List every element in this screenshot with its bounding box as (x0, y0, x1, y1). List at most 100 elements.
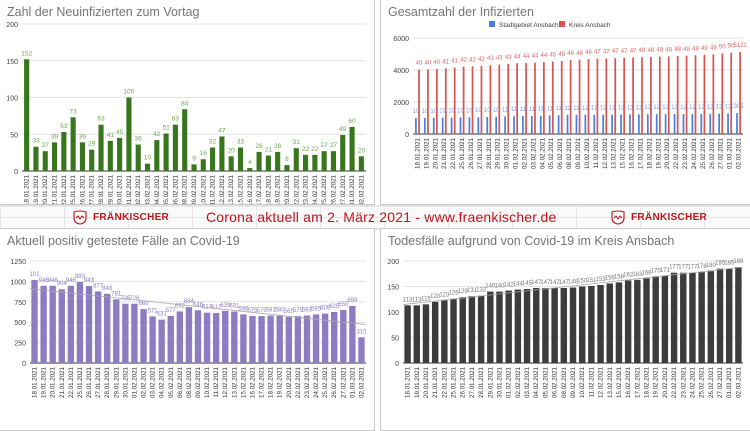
x-tick-label: 02.03.2021 (358, 174, 365, 205)
bar (670, 272, 678, 363)
x-tick-label: 26.02.2021 (708, 366, 715, 398)
x-tick-label: 27.02.2021 (340, 174, 347, 205)
y-tick-label: 50 (10, 132, 18, 139)
data-label: 595 (311, 306, 322, 312)
data-label: 129 (458, 289, 469, 295)
data-label: 156 (605, 275, 616, 281)
bar (530, 115, 533, 134)
bar (691, 113, 694, 134)
bar (312, 314, 320, 363)
bar (462, 66, 465, 134)
data-label: 47 (630, 49, 637, 55)
x-tick-label: 27.01.2021 (477, 137, 484, 169)
x-tick-label: 04.02.2021 (159, 366, 166, 398)
x-tick-label: 16.02.2021 (629, 137, 636, 169)
x-tick-label: 16.02.2021 (247, 174, 254, 205)
x-tick-label: 01.03.2021 (727, 137, 734, 169)
data-label: 113 (412, 297, 422, 303)
bar (450, 117, 453, 134)
data-label: 41 (442, 59, 449, 65)
data-label: 29 (88, 141, 96, 148)
bar (285, 316, 292, 363)
data-label: 9 (192, 155, 196, 162)
data-label: 11 (511, 107, 518, 113)
bar (312, 154, 318, 171)
chart-title: Gesamtzahl der Infizierten (388, 5, 534, 19)
y-tick-label: 250 (14, 341, 26, 348)
bar (487, 291, 494, 363)
bar (191, 164, 197, 171)
x-tick-label: 03.02.2021 (530, 137, 537, 169)
x-tick-label: 26.01.2021 (468, 137, 475, 169)
data-label: 12 (582, 106, 589, 112)
x-tick-label: 19.01.2021 (41, 366, 48, 398)
data-label: 47 (594, 50, 601, 56)
bar (703, 54, 706, 134)
brand-logo[interactable]: FRÄNKISCHER (72, 210, 169, 225)
x-tick-label: 01.03.2021 (349, 174, 356, 205)
bar (569, 60, 572, 134)
bar (680, 272, 687, 363)
brand-logo[interactable]: FRÄNKISCHER (610, 210, 707, 225)
bar (539, 115, 542, 134)
data-label: 40 (416, 61, 423, 67)
x-tick-label: 20.02.2021 (664, 137, 671, 169)
x-tick-label: 28.01.2021 (104, 366, 111, 398)
bar (349, 126, 355, 171)
bar (104, 293, 111, 363)
crest-icon (73, 210, 87, 225)
x-tick-label: 02.02.2021 (521, 137, 528, 169)
data-label: 11 (547, 106, 554, 112)
data-label: 60 (348, 118, 356, 125)
data-label: 12 (662, 105, 669, 111)
data-label: 575 (247, 308, 258, 314)
bar (459, 297, 466, 363)
data-label: 12 (653, 105, 660, 111)
data-label: 583 (302, 307, 313, 313)
bar (422, 304, 430, 363)
data-label: 166 (642, 270, 653, 276)
data-label: 39 (79, 133, 87, 140)
data-label: 158 (614, 274, 625, 280)
bar (194, 310, 202, 363)
data-label: 51 (162, 125, 170, 132)
data-label: 40 (425, 60, 432, 66)
x-tick-label: 22.02.2021 (671, 366, 678, 398)
data-label: 41 (451, 59, 458, 65)
data-label: 20 (358, 147, 366, 154)
x-tick-label: 13.02.2021 (228, 174, 235, 205)
data-label: 44 (541, 53, 548, 59)
data-label: 50 (719, 45, 726, 51)
bar (31, 279, 38, 363)
data-label: 612 (211, 305, 222, 311)
bar (551, 288, 558, 363)
bar (638, 114, 640, 134)
data-label: 20 (228, 147, 236, 154)
bar (249, 316, 256, 363)
bar (149, 316, 156, 363)
y-tick-label: 6000 (393, 36, 409, 43)
bar (698, 272, 705, 363)
y-tick-label: 100 (387, 310, 399, 317)
y-tick-label: 0 (395, 361, 399, 368)
x-tick-label: 09.02.2021 (191, 174, 198, 205)
x-tick-label: 01.02.2021 (513, 137, 520, 169)
bar (560, 61, 563, 134)
x-tick-label: 21.01.2021 (52, 174, 59, 205)
x-tick-label: 13.02.2021 (607, 366, 614, 398)
data-label: 45 (549, 53, 556, 59)
bar (578, 286, 586, 363)
data-label: 12 (636, 105, 643, 111)
logo-text: FRÄNKISCHER (93, 212, 170, 223)
x-tick-label: 20.02.2021 (284, 174, 291, 205)
data-label: 48 (648, 48, 655, 54)
bar (498, 64, 501, 134)
bar (154, 140, 160, 171)
data-label: 100 (123, 89, 134, 96)
x-tick-label: 30.01.2021 (117, 174, 124, 205)
x-tick-label: 18.01.2021 (414, 137, 421, 169)
x-tick-label: 05.02.2021 (163, 174, 170, 205)
bar (602, 114, 605, 134)
data-label: 73 (70, 108, 78, 115)
data-label: 153 (596, 277, 607, 283)
